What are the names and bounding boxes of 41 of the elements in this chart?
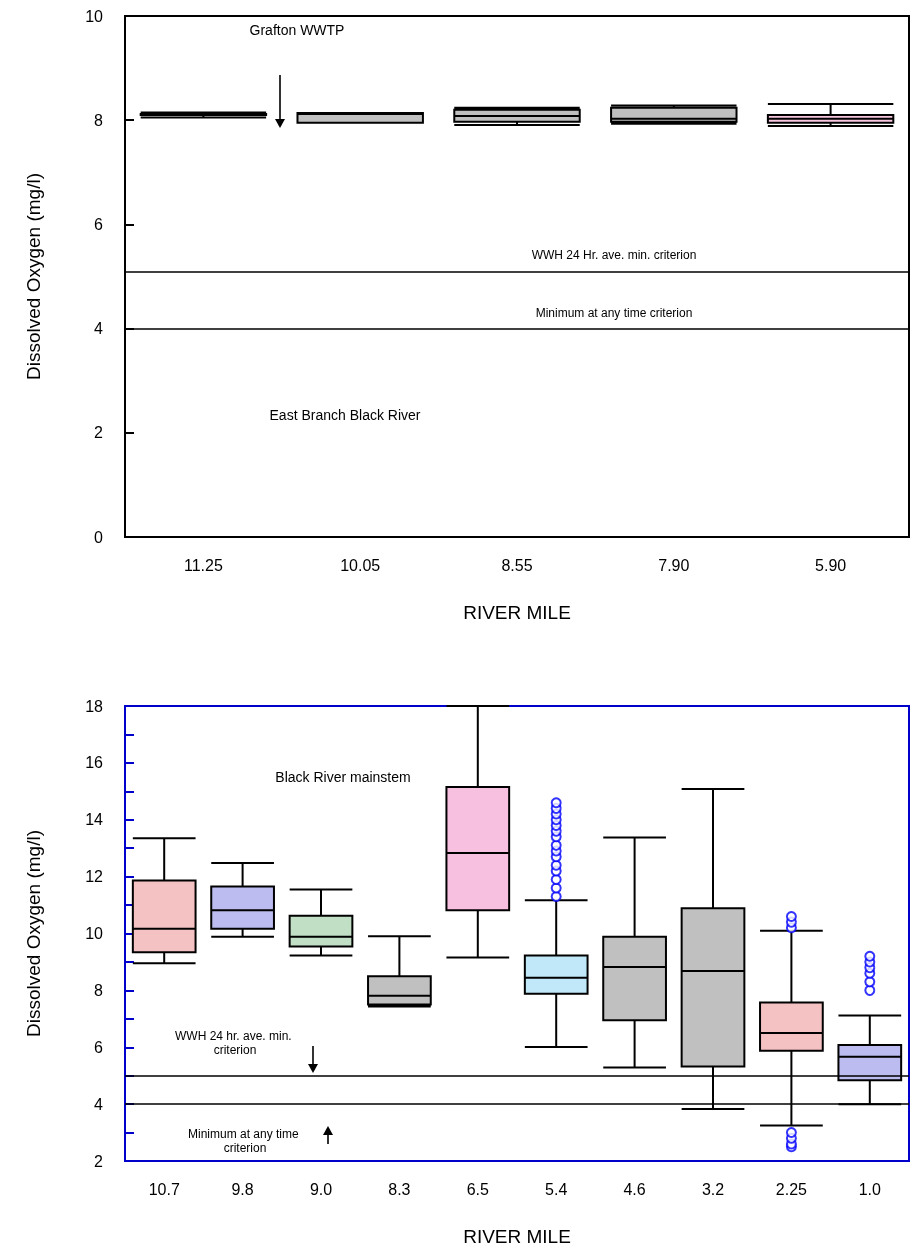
x-tick-label: 2.25 xyxy=(775,1180,808,1198)
legend-label: Minimum at any time criterion xyxy=(187,1127,303,1156)
y-tick-label: 16 xyxy=(85,754,104,772)
annotation: Grafton WWTP xyxy=(249,22,345,38)
y-tick-label: 18 xyxy=(85,697,104,715)
x-tick-label: 11.25 xyxy=(183,556,223,574)
x-tick-label: 5.90 xyxy=(815,556,847,574)
y-axis-title: Dissolved Oxygen (mg/l) xyxy=(23,830,44,1037)
y-tick-label: 2 xyxy=(94,424,104,442)
y-axis-title: Dissolved Oxygen (mg/l) xyxy=(23,173,44,380)
ref-line-label: Minimum at any time criterion xyxy=(535,305,693,320)
annotation: East Branch Black River xyxy=(269,407,421,423)
x-tick-label: 10.7 xyxy=(148,1180,180,1198)
y-tick-label: 0 xyxy=(94,528,104,546)
x-tick-label: 10.05 xyxy=(340,556,381,574)
y-tick-label: 10 xyxy=(85,925,104,942)
x-tick-label: 3.2 xyxy=(701,1180,725,1198)
y-tick-label: 6 xyxy=(94,1038,104,1056)
x-tick-label: 8.55 xyxy=(501,556,533,574)
y-tick-label: 14 xyxy=(85,811,104,829)
x-tick-label: 7.90 xyxy=(658,556,690,574)
x-tick-label: 9.8 xyxy=(231,1180,254,1198)
ref-line-label: WWH 24 hr. ave. min. criterion xyxy=(174,1028,296,1057)
annotation: Black River mainstem xyxy=(275,769,411,785)
x-axis-title: RIVER MILE xyxy=(463,1226,571,1247)
y-tick-label: 4 xyxy=(94,320,104,338)
y-tick-label: 2 xyxy=(94,1152,104,1170)
y-tick-label: 12 xyxy=(85,868,104,886)
x-tick-label: 4.6 xyxy=(623,1180,646,1198)
x-tick-label: 5.4 xyxy=(545,1180,568,1198)
x-axis-title: RIVER MILE xyxy=(463,602,571,623)
x-tick-label: 6.5 xyxy=(466,1180,490,1198)
y-tick-label: 4 xyxy=(94,1095,104,1113)
y-tick-label: 6 xyxy=(94,215,104,233)
y-tick-label: 8 xyxy=(94,111,104,129)
x-tick-label: 1.0 xyxy=(858,1180,882,1198)
x-tick-label: 8.3 xyxy=(388,1180,411,1198)
y-tick-label: 10 xyxy=(85,7,104,25)
ref-line-label: WWH 24 Hr. ave. min. criterion xyxy=(531,248,697,263)
y-tick-label: 8 xyxy=(94,981,104,999)
x-tick-label: 9.0 xyxy=(309,1180,333,1198)
